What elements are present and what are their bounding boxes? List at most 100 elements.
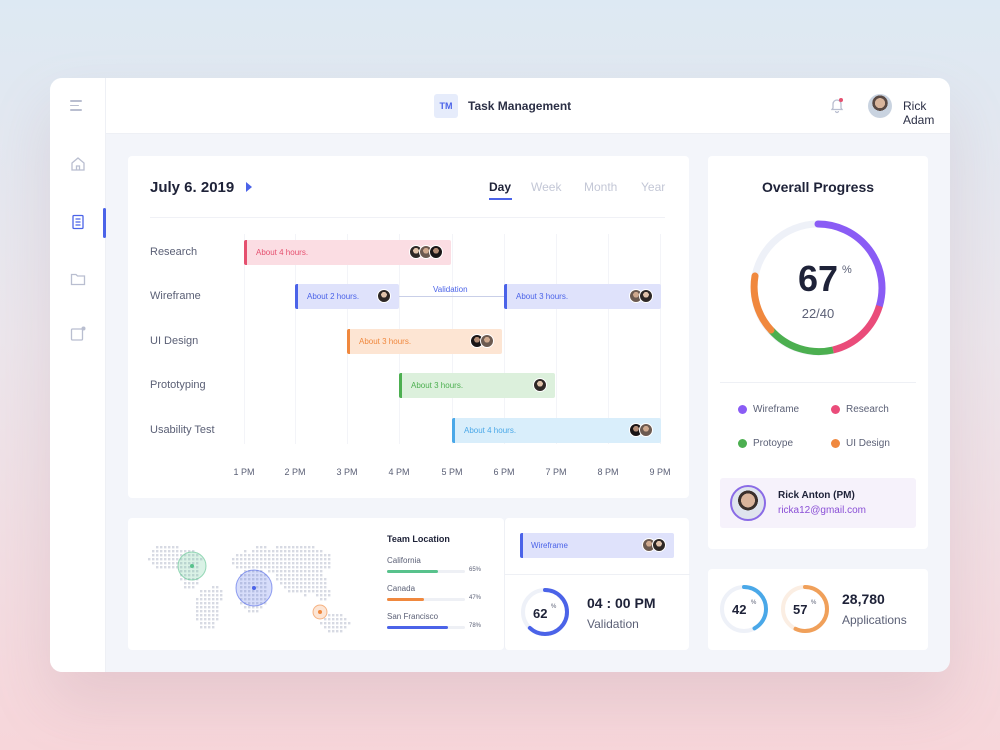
bell-icon[interactable] xyxy=(828,96,846,114)
percent-symbol: % xyxy=(551,604,557,610)
pm-name: Rick Anton (PM) xyxy=(778,490,855,501)
timeline-card: July 6. 2019 Day Week Month Year Researc… xyxy=(128,156,689,498)
app-title: Task Management xyxy=(468,99,572,113)
top-bar: TM Task Management Rick Adam ⌄ xyxy=(106,78,950,134)
assignee-avatars xyxy=(377,289,391,303)
assignee-avatars xyxy=(470,334,494,348)
location-value: 65% xyxy=(469,567,482,573)
percent-symbol: % xyxy=(751,600,757,606)
legend-research: Research xyxy=(831,404,889,415)
validation-time: 04 : 00 PM xyxy=(587,595,656,611)
legend-ui-design: UI Design xyxy=(831,438,890,449)
location-value: 78% xyxy=(469,623,482,629)
task-bar-wireframe-2[interactable]: About 3 hours. xyxy=(504,284,661,309)
task-bar-research[interactable]: About 4 hours. xyxy=(244,240,451,265)
app-logo: TM xyxy=(434,94,458,118)
world-map xyxy=(148,546,351,633)
hour-label: 2 PM xyxy=(284,467,306,477)
progress-divider xyxy=(720,382,916,383)
team-location-title: Team Location xyxy=(387,534,450,544)
folder-icon[interactable] xyxy=(70,271,86,287)
validation-card: Wireframe 62 % 04 : 00 PM Validation xyxy=(504,518,690,650)
location-california: California 65% xyxy=(387,556,481,573)
task-bar-label: About 4 hours. xyxy=(256,248,309,257)
task-bar-label: About 3 hours. xyxy=(516,292,569,301)
tab-month[interactable]: Month xyxy=(584,180,618,194)
assignee-avatars xyxy=(629,289,653,303)
task-bar-label: About 3 hours. xyxy=(411,381,464,390)
location-name: Canada xyxy=(387,584,416,593)
timeline-date: July 6. 2019 xyxy=(150,179,235,196)
task-bar-usability-test[interactable]: About 4 hours. xyxy=(452,418,661,443)
user-name[interactable]: Rick Adam xyxy=(903,99,935,127)
sidebar xyxy=(50,78,106,672)
location-canada: Canada 47% xyxy=(387,584,481,601)
location-name: San Francisco xyxy=(387,612,439,621)
notification-square-icon[interactable] xyxy=(70,326,86,342)
task-bar-ui-design[interactable]: About 3 hours. xyxy=(347,329,502,354)
validation-task-label: Wireframe xyxy=(531,541,568,550)
validation-label: Validation xyxy=(587,617,639,631)
task-bar-wireframe-1[interactable]: About 2 hours. xyxy=(295,284,399,309)
assignee-avatars xyxy=(409,245,443,259)
hour-label: 8 PM xyxy=(597,467,619,477)
tab-year[interactable]: Year xyxy=(641,180,666,194)
pm-avatar xyxy=(730,485,766,521)
applications-ring-2-value: 57 xyxy=(793,602,808,617)
tab-day[interactable]: Day xyxy=(489,180,512,194)
applications-count: 28,780 xyxy=(842,591,885,607)
location-san-francisco: San Francisco 78% xyxy=(387,612,481,629)
task-bar-prototyping[interactable]: About 3 hours. xyxy=(399,373,555,398)
location-value: 47% xyxy=(469,595,482,601)
percent-symbol: % xyxy=(842,264,852,276)
validation-percent: 62 xyxy=(533,606,548,621)
timeline-divider xyxy=(150,217,665,218)
user-avatar[interactable] xyxy=(868,94,892,118)
assignee-avatars xyxy=(642,538,666,552)
sidebar-active-indicator xyxy=(103,208,106,238)
assignee-avatars xyxy=(629,423,653,437)
hour-label: 9 PM xyxy=(649,467,671,477)
active-tab-underline xyxy=(489,198,512,200)
overall-progress-ring xyxy=(750,220,886,356)
applications-card: 42 % 57 % 28,780 Applications xyxy=(708,569,928,650)
location-name: California xyxy=(387,556,421,565)
percent-symbol: % xyxy=(811,600,817,606)
project-manager-card[interactable]: Rick Anton (PM) ricka12@gmail.com xyxy=(720,478,916,528)
task-bar-label: About 2 hours. xyxy=(307,292,360,301)
legend-wireframe: Wireframe xyxy=(738,404,799,415)
hour-label: 6 PM xyxy=(493,467,515,477)
applications-ring-2 xyxy=(781,585,829,633)
hour-label: 7 PM xyxy=(545,467,567,477)
overall-progress-percent: 67 xyxy=(797,258,839,299)
hour-label: 3 PM xyxy=(336,467,358,477)
hour-label: 4 PM xyxy=(388,467,410,477)
validation-progress-ring xyxy=(521,588,569,636)
row-label-prototyping: Prototyping xyxy=(150,379,206,391)
row-label-usability-test: Usability Test xyxy=(150,424,215,436)
hour-label: 5 PM xyxy=(441,467,463,477)
dependency-label: Validation xyxy=(433,285,468,294)
applications-label: Applications xyxy=(842,613,907,627)
task-bar-label: About 4 hours. xyxy=(464,426,517,435)
validation-task-bar[interactable]: Wireframe xyxy=(520,533,674,558)
assignee-avatars xyxy=(533,378,547,392)
overall-progress-title: Overall Progress xyxy=(761,179,875,195)
row-label-wireframe: Wireframe xyxy=(150,290,201,302)
tab-week[interactable]: Week xyxy=(531,180,562,194)
task-bar-label: About 3 hours. xyxy=(359,337,412,346)
dependency-line xyxy=(399,296,504,297)
date-next-arrow-icon[interactable] xyxy=(246,182,252,192)
legend-protoype: Protoype xyxy=(738,438,793,449)
home-icon[interactable] xyxy=(70,156,86,172)
hour-label: 1 PM xyxy=(233,467,255,477)
document-icon[interactable] xyxy=(70,214,86,230)
pm-email-link[interactable]: ricka12@gmail.com xyxy=(778,505,866,516)
applications-ring-1 xyxy=(720,585,768,633)
overall-progress-ratio: 22/40 xyxy=(801,306,835,321)
overall-progress-card: Overall Progress 67 % 22/40 Wireframe Re… xyxy=(708,156,928,549)
menu-icon[interactable] xyxy=(70,100,84,114)
row-label-research: Research xyxy=(150,246,198,258)
applications-ring-1-value: 42 xyxy=(732,602,747,617)
team-location-card: Team Location California 65% Canada 47% … xyxy=(128,518,504,650)
